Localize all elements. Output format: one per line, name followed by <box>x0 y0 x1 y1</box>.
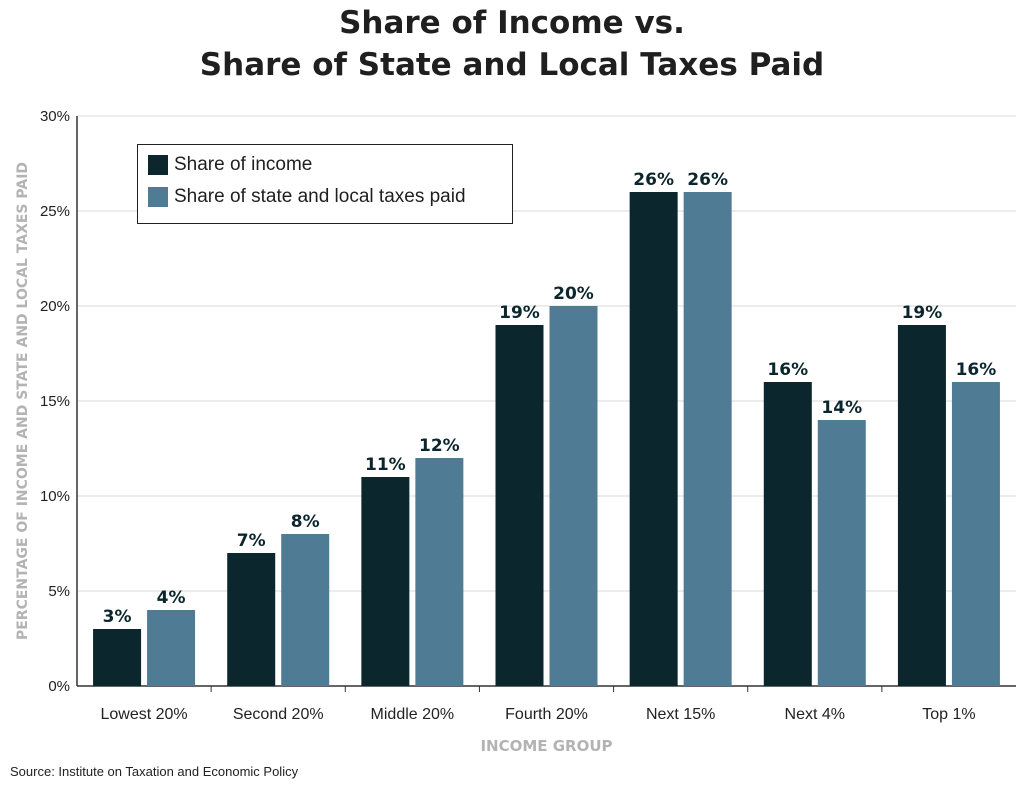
y-tick-label: 20% <box>40 298 70 315</box>
data-label-income: 19% <box>902 303 943 323</box>
legend-swatch-taxes <box>148 187 168 207</box>
y-tick-label: 25% <box>40 203 70 220</box>
data-label-taxes: 20% <box>553 284 594 304</box>
x-axis-title: INCOME GROUP <box>480 737 612 755</box>
y-tick-label: 5% <box>48 583 70 600</box>
bar-taxes <box>817 420 866 686</box>
x-tick-label: Fourth 20% <box>505 706 588 723</box>
bar-taxes <box>281 534 330 686</box>
legend-swatch-income <box>148 155 168 175</box>
data-label-income: 7% <box>237 531 266 551</box>
bar-taxes <box>415 458 464 686</box>
data-label-taxes: 8% <box>291 512 320 532</box>
bar-taxes <box>951 382 1000 686</box>
chart-legend: Share of income Share of state and local… <box>137 144 513 224</box>
data-label-taxes: 4% <box>157 588 186 608</box>
legend-item-taxes: Share of state and local taxes paid <box>148 185 466 209</box>
y-tick-label: 10% <box>40 488 70 505</box>
data-label-income: 16% <box>767 360 808 380</box>
data-label-taxes: 26% <box>687 170 728 190</box>
x-tick-label: Next 4% <box>785 706 845 723</box>
y-axis-title: PERCENTAGE OF INCOME AND STATE AND LOCAL… <box>15 162 31 640</box>
y-tick-label: 15% <box>40 393 70 410</box>
bar-income <box>897 325 946 686</box>
bar-taxes <box>683 192 732 686</box>
data-label-income: 26% <box>633 170 674 190</box>
bar-income <box>495 325 544 686</box>
legend-item-income: Share of income <box>148 153 312 177</box>
x-tick-label: Top 1% <box>922 706 975 723</box>
bar-income <box>227 553 276 686</box>
x-tick-label: Middle 20% <box>371 706 455 723</box>
x-tick-label: Lowest 20% <box>100 706 187 723</box>
bar-income <box>763 382 812 686</box>
legend-label-income: Share of income <box>174 154 313 175</box>
y-tick-label: 0% <box>48 678 70 695</box>
data-label-taxes: 14% <box>821 398 862 418</box>
data-label-taxes: 12% <box>419 436 460 456</box>
bar-income <box>361 477 410 686</box>
data-label-taxes: 16% <box>956 360 997 380</box>
x-tick-label: Second 20% <box>233 706 324 723</box>
data-label-income: 3% <box>103 607 132 627</box>
bar-income <box>629 192 678 686</box>
x-tick-label: Next 15% <box>646 706 715 723</box>
bar-income <box>93 629 142 686</box>
chart-title: Share of Income vs. Share of State and L… <box>0 2 1024 86</box>
bar-taxes <box>549 306 598 686</box>
source-note: Source: Institute on Taxation and Econom… <box>10 764 299 779</box>
y-tick-label: 30% <box>40 108 70 125</box>
bar-taxes <box>147 610 196 686</box>
legend-label-taxes: Share of state and local taxes paid <box>174 186 466 207</box>
data-label-income: 11% <box>365 455 406 475</box>
data-label-income: 19% <box>499 303 540 323</box>
chart-title-line-1: Share of Income vs. <box>339 5 685 41</box>
chart-title-line-2: Share of State and Local Taxes Paid <box>199 47 825 83</box>
